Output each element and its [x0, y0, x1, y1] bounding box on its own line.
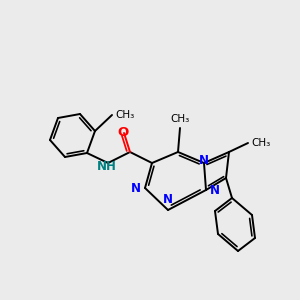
- Text: CH₃: CH₃: [170, 114, 190, 124]
- Text: CH₃: CH₃: [115, 110, 134, 120]
- Text: CH₃: CH₃: [251, 138, 270, 148]
- Text: N: N: [210, 184, 220, 196]
- Text: N: N: [199, 154, 209, 167]
- Text: NH: NH: [97, 160, 117, 172]
- Text: N: N: [163, 193, 173, 206]
- Text: O: O: [117, 125, 129, 139]
- Text: N: N: [131, 182, 141, 194]
